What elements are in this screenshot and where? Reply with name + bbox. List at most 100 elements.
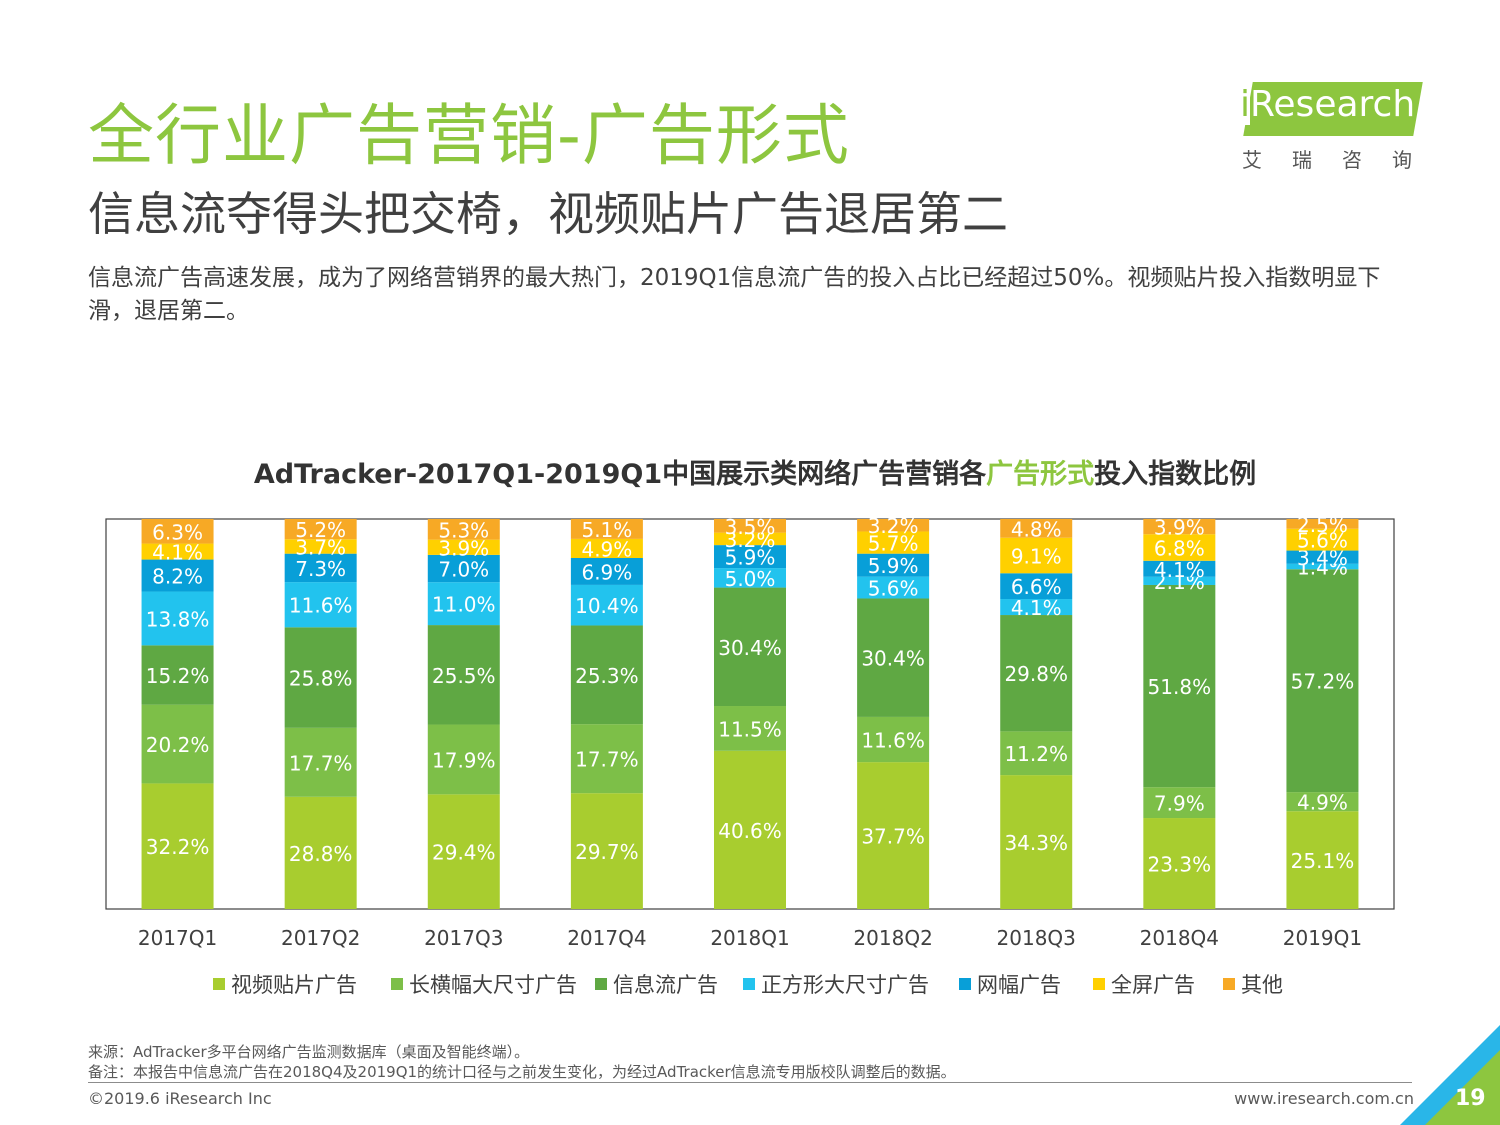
x-tick-label: 2018Q3 <box>997 926 1076 950</box>
data-label: 6.6% <box>1011 575 1062 599</box>
bar-segment <box>857 576 930 599</box>
data-label: 29.4% <box>432 841 496 865</box>
bar-segment <box>1000 599 1073 616</box>
data-label: 2.5% <box>1297 513 1348 537</box>
bar-segment <box>714 706 786 751</box>
page-number: 19 <box>1455 1086 1486 1111</box>
bar-segment <box>857 598 930 717</box>
bar-segment <box>714 750 786 909</box>
footer-note: 备注：本报告中信息流广告在2018Q4及2019Q1的统计口径与之前发生变化，为… <box>88 1063 956 1081</box>
legend-label: 全屏广告 <box>1111 973 1195 997</box>
legend-label: 网幅广告 <box>977 973 1061 997</box>
bar-segment <box>570 538 643 558</box>
chart-title-prefix: AdTracker-2017Q1-2019Q1中国展示类网络广告营销各 <box>253 459 987 490</box>
bar-segment <box>1000 731 1073 776</box>
data-label: 4.1% <box>1011 596 1062 620</box>
bar-segment <box>284 796 357 909</box>
data-label: 8.2% <box>152 565 203 589</box>
data-label: 5.9% <box>868 554 919 578</box>
bar-segment <box>857 519 930 532</box>
bar-segment <box>284 727 357 797</box>
chart-title: AdTracker-2017Q1-2019Q1中国展示类网络广告营销各广告形式投… <box>0 452 1500 491</box>
legend-swatch <box>1093 978 1105 990</box>
x-tick-label: 2018Q4 <box>1140 926 1219 950</box>
footer-copyright: ©2019.6 iResearch Inc <box>88 1089 272 1108</box>
data-label: 6.3% <box>152 520 203 544</box>
legend-swatch <box>743 978 755 990</box>
bar-segment <box>1286 519 1359 529</box>
data-label: 7.9% <box>1154 792 1205 816</box>
bar-segment <box>857 762 930 909</box>
data-label: 17.7% <box>289 751 353 775</box>
data-label: 11.2% <box>1004 742 1068 766</box>
legend-label: 长横幅大尺寸广告 <box>409 973 577 997</box>
bar-segment <box>1000 573 1073 600</box>
bar-segment <box>714 532 786 546</box>
bar-segment <box>1286 563 1359 570</box>
bar-segment <box>427 539 500 555</box>
bar-segment <box>1000 615 1073 732</box>
data-label: 6.9% <box>581 560 632 584</box>
data-label: 4.8% <box>1011 517 1062 541</box>
bar-segment <box>427 554 500 583</box>
bar-segment <box>1286 811 1359 909</box>
bar-segment <box>570 558 643 585</box>
data-label: 37.7% <box>861 825 925 849</box>
data-label: 15.2% <box>146 664 210 688</box>
data-label: 13.8% <box>146 607 210 631</box>
bar-segment <box>1143 818 1216 909</box>
bar-segment <box>1143 560 1216 577</box>
data-label: 29.7% <box>575 840 639 864</box>
data-label: 25.8% <box>289 667 353 691</box>
bar-segment <box>1143 519 1216 535</box>
chart-title-suffix: 投入指数比例 <box>1094 459 1257 490</box>
legend-swatch <box>391 978 403 990</box>
logo-brand: Research <box>1250 84 1416 125</box>
footer-source: 来源：AdTracker多平台网络广告监测数据库（桌面及智能终端）。 <box>88 1043 530 1061</box>
x-tick-label: 2017Q1 <box>138 926 217 950</box>
data-label: 4.1% <box>152 541 203 565</box>
bar-segment <box>427 724 500 795</box>
bar-segment <box>284 553 357 583</box>
bar-segment <box>141 783 214 909</box>
legend-swatch <box>213 978 225 990</box>
bar-segment <box>570 724 643 794</box>
data-label: 5.1% <box>581 518 632 542</box>
data-label: 11.6% <box>289 594 353 618</box>
bar-segment <box>141 559 214 592</box>
bar-segment <box>141 519 214 544</box>
data-label: 11.5% <box>718 717 782 741</box>
data-label: 10.4% <box>575 594 639 618</box>
bar-segment <box>284 539 357 554</box>
data-label: 25.1% <box>1291 849 1355 873</box>
bar-segment <box>714 519 786 533</box>
bar-segment <box>427 519 500 540</box>
data-label: 4.1% <box>1154 558 1205 582</box>
data-label: 32.2% <box>146 835 210 859</box>
bar-segment <box>1143 584 1216 788</box>
bar-segment <box>141 591 214 646</box>
bar-segment <box>284 582 357 628</box>
footer-divider <box>88 1082 1412 1083</box>
page-subtitle: 信息流夺得头把交椅，视频贴片广告退居第二 <box>88 187 1008 241</box>
bar-segment <box>1286 550 1359 564</box>
bar-segment <box>1143 576 1216 585</box>
bar-segment <box>714 568 786 588</box>
bar-segment <box>857 553 930 577</box>
data-label: 30.4% <box>861 647 925 671</box>
bar-segment <box>857 531 930 554</box>
bar-segment <box>1143 534 1216 561</box>
legend-label: 其他 <box>1241 973 1283 997</box>
data-label: 3.5% <box>725 515 776 539</box>
bar-segment <box>714 545 786 569</box>
bar-segment <box>570 793 643 909</box>
data-label: 51.8% <box>1148 675 1212 699</box>
bar-segment <box>427 582 500 626</box>
data-label: 6.8% <box>1154 536 1205 560</box>
data-label: 29.8% <box>1004 662 1068 686</box>
data-label: 5.9% <box>725 546 776 570</box>
bar-segment <box>1286 569 1359 793</box>
x-tick-label: 2017Q3 <box>424 926 503 950</box>
legend-swatch <box>595 978 607 990</box>
legend-label: 视频贴片广告 <box>231 973 357 997</box>
